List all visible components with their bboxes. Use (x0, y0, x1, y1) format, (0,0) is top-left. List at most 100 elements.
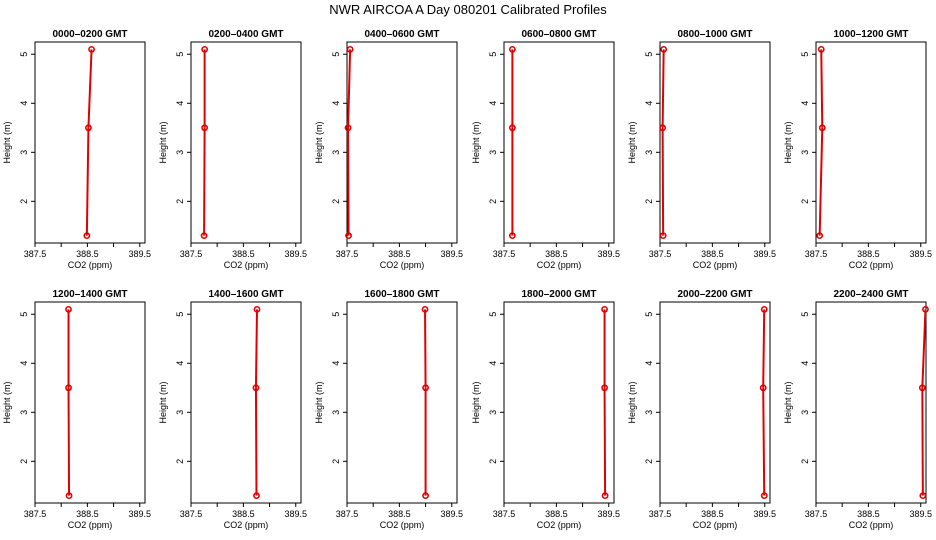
profile-segment (762, 309, 766, 388)
data-point (816, 232, 824, 240)
y-tick-label: 2 (19, 459, 29, 464)
profile-segment (347, 127, 350, 236)
panel: 2200–2400 GMT 387.5 388.5 389.5 CO2 (ppm) 2 3 4… (783, 289, 932, 530)
panel: 1800–2000 GMT 387.5 388.5 389.5 CO2 (ppm) 2 3 4… (471, 289, 620, 530)
data-point (252, 384, 260, 392)
y-tick-label: 5 (19, 312, 29, 317)
data-point (344, 124, 352, 132)
y-axis-label: Height (m) (2, 381, 12, 423)
y-tick-label: 4 (19, 101, 29, 106)
profile-segment (424, 309, 427, 388)
data-point (421, 305, 429, 313)
data-point (919, 492, 927, 500)
y-tick-label: 2 (331, 459, 341, 464)
data-point (346, 45, 354, 53)
y-tick-label: 5 (331, 312, 341, 317)
y-tick-label: 5 (644, 312, 654, 317)
panel-title: 2000–2200 GMT (677, 289, 752, 300)
y-tick-label: 3 (488, 410, 498, 415)
y-tick-label: 5 (175, 52, 185, 57)
x-tick-label: 388.5 (857, 509, 880, 519)
x-tick-label: 389.5 (753, 509, 776, 519)
data-point (65, 384, 72, 392)
plot-frame (190, 301, 302, 504)
y-tick-label: 3 (800, 410, 810, 415)
data-point (759, 384, 767, 392)
data-point (601, 384, 608, 392)
y-tick-label: 5 (800, 312, 810, 317)
y-axis-label: Height (m) (314, 121, 324, 163)
profile-segment (85, 127, 90, 236)
y-tick-label: 4 (331, 101, 341, 106)
profile-segment (818, 127, 824, 236)
x-tick-label: 387.5 (336, 249, 359, 259)
x-tick-label: 387.5 (336, 509, 359, 519)
y-tick-label: 3 (644, 150, 654, 155)
x-tick-label: 388.5 (76, 509, 99, 519)
plot-frame (503, 301, 615, 504)
y-tick-label: 3 (175, 410, 185, 415)
data-point (422, 492, 429, 500)
plot-frame (659, 41, 771, 244)
panel: 1000–1200 GMT 387.5 388.5 389.5 CO2 (ppm) 2 3 4… (783, 29, 932, 270)
data-point (201, 124, 209, 132)
y-tick-label: 4 (488, 101, 498, 106)
y-axis-label: Height (m) (783, 381, 793, 423)
panel: 0200–0400 GMT 387.5 388.5 389.5 CO2 (ppm) 2 3 4… (158, 29, 307, 270)
data-point (601, 305, 608, 313)
y-axis-label: Height (m) (471, 381, 481, 423)
profile-segment (820, 49, 824, 128)
panel: 1600–1800 GMT 387.5 388.5 389.5 CO2 (ppm) 2 3 4… (314, 289, 463, 530)
data-point (201, 45, 209, 53)
y-tick-label: 5 (800, 52, 810, 57)
x-tick-label: 387.5 (493, 509, 516, 519)
y-axis-label: Height (m) (314, 381, 324, 423)
x-tick-label: 388.5 (545, 509, 568, 519)
panel-title: 0800–1000 GMT (677, 29, 752, 40)
y-tick-label: 4 (800, 361, 810, 366)
y-axis-label: Height (m) (2, 121, 12, 163)
y-tick-label: 4 (644, 101, 654, 106)
y-axis-label: Height (m) (471, 121, 481, 163)
panel: 1200–1400 GMT 387.5 388.5 389.5 CO2 (ppm) 2 3 4… (2, 289, 151, 530)
data-point (659, 232, 667, 240)
plot-frame (346, 301, 458, 504)
plot-frame (34, 301, 146, 504)
panels-grid: 0000–0200 GMT 387.5 388.5 389.5 CO2 (ppm) 2 3 4… (2, 29, 932, 530)
profile-segment (661, 127, 665, 236)
plot-frame (190, 41, 302, 244)
y-tick-label: 2 (644, 199, 654, 204)
panel: 0600–0800 GMT 387.5 388.5 389.5 CO2 (ppm) 2 3 4… (471, 29, 620, 270)
x-axis-label: CO2 (ppm) (68, 520, 113, 530)
panel-title: 1400–1600 GMT (208, 289, 283, 300)
panel-title: 0000–0200 GMT (52, 29, 127, 40)
y-axis-label: Height (m) (158, 121, 168, 163)
x-tick-label: 389.5 (909, 249, 932, 259)
y-tick-label: 4 (19, 361, 29, 366)
y-tick-label: 2 (488, 199, 498, 204)
panel-title: 0200–0400 GMT (208, 29, 283, 40)
y-tick-label: 2 (800, 459, 810, 464)
profile-segment (603, 387, 607, 496)
x-tick-label: 388.5 (232, 509, 255, 519)
x-tick-label: 387.5 (180, 249, 203, 259)
plot-frame (503, 41, 615, 244)
x-axis-label: CO2 (ppm) (537, 260, 582, 270)
y-tick-label: 4 (331, 361, 341, 366)
x-tick-label: 388.5 (701, 509, 724, 519)
data-point (818, 124, 826, 132)
y-tick-label: 3 (488, 150, 498, 155)
profile-segment (67, 387, 71, 496)
profile-segment (87, 49, 93, 128)
data-point (422, 384, 429, 392)
x-axis-label: CO2 (ppm) (537, 520, 582, 530)
y-tick-label: 4 (175, 101, 185, 106)
x-tick-label: 388.5 (232, 249, 255, 259)
data-point (85, 124, 92, 132)
y-tick-label: 3 (175, 150, 185, 155)
panel-title: 0400–0600 GMT (364, 29, 439, 40)
x-tick-label: 389.5 (128, 509, 151, 519)
x-tick-label: 389.5 (284, 249, 307, 259)
x-tick-label: 389.5 (597, 509, 620, 519)
figure-title: NWR AIRCOA A Day 080201 Calibrated Profi… (329, 2, 607, 17)
